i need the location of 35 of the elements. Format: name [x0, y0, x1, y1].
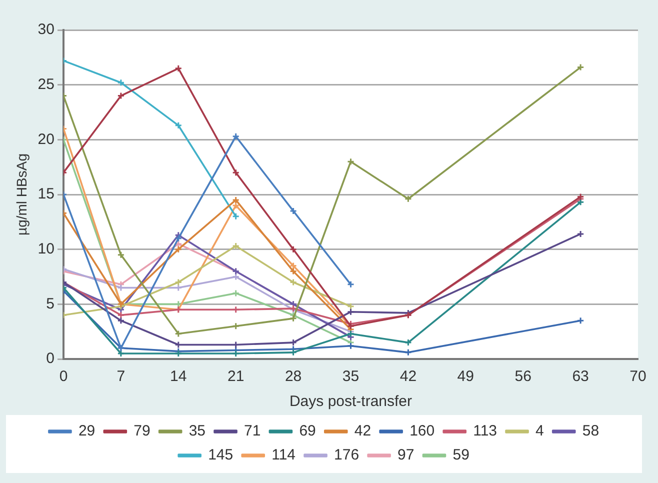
y-tick-label: 5 [46, 295, 54, 312]
x-tick-label: 35 [342, 368, 360, 386]
x-tick-label: 56 [514, 368, 532, 386]
x-tick-label: 70 [630, 368, 646, 386]
y-tick-label: 0 [46, 350, 54, 368]
y-tick-label: 30 [38, 21, 54, 38]
legend-label: 71 [244, 422, 261, 440]
legend-label: 176 [334, 446, 360, 464]
x-tick-label: 14 [170, 368, 187, 386]
y-tick-label: 10 [38, 240, 54, 258]
legend-label: 58 [582, 422, 600, 440]
legend-label: 59 [452, 446, 470, 464]
legend-label: 145 [208, 446, 234, 464]
x-axis-title: Days post-transfer [289, 393, 412, 410]
x-tick-label: 49 [457, 368, 474, 386]
legend-label: 4 [536, 422, 544, 440]
legend-label: 79 [134, 422, 150, 440]
y-axis-title: µg/ml HBsAg [13, 154, 30, 236]
x-tick-label: 63 [572, 368, 589, 386]
legend-label: 29 [78, 422, 96, 440]
x-tick-label: 7 [116, 368, 126, 386]
legend-label: 160 [410, 422, 435, 440]
y-tick-label: 15 [38, 186, 54, 203]
legend-label: 35 [188, 422, 206, 440]
legend-label: 42 [354, 422, 372, 440]
x-tick-label: 21 [227, 368, 244, 386]
x-tick-label: 0 [59, 368, 68, 386]
legend-label: 114 [272, 446, 296, 464]
x-tick-label: 42 [400, 368, 417, 386]
y-tick-label: 20 [38, 130, 54, 148]
legend-label: 113 [473, 422, 498, 440]
legend-label: 69 [299, 422, 316, 440]
y-tick-label: 25 [38, 76, 54, 93]
x-tick-label: 28 [284, 368, 302, 386]
legend-label: 97 [398, 446, 414, 464]
